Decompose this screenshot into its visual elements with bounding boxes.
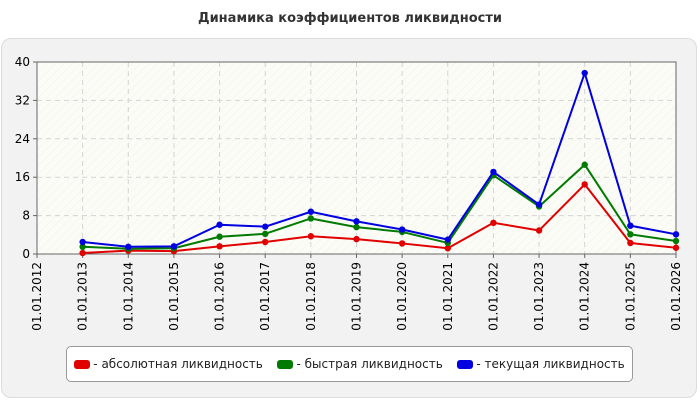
data-point bbox=[353, 218, 360, 225]
legend-swatch bbox=[457, 359, 474, 369]
data-point bbox=[353, 223, 360, 231]
data-point bbox=[581, 161, 588, 168]
y-tick-label: 32 bbox=[15, 93, 30, 107]
x-tick-label: 01.01.2024 bbox=[578, 262, 592, 331]
series-line bbox=[82, 183, 677, 255]
data-point bbox=[307, 208, 315, 215]
legend-item: - быстрая ликвидность bbox=[277, 357, 443, 371]
data-point bbox=[307, 233, 315, 240]
data-point bbox=[216, 221, 223, 228]
x-tick-label: 01.01.2016 bbox=[213, 262, 227, 331]
x-tick-label: 01.01.2023 bbox=[532, 262, 546, 331]
x-tick-label: 01.01.2012 bbox=[30, 262, 44, 331]
x-tick-label: 01.01.2015 bbox=[167, 262, 181, 331]
y-tick-label: 0 bbox=[22, 247, 30, 261]
data-point bbox=[79, 249, 86, 257]
data-point bbox=[627, 231, 634, 238]
x-tick-label: 01.01.2019 bbox=[350, 262, 364, 331]
data-point bbox=[125, 243, 132, 250]
data-point bbox=[581, 181, 588, 188]
legend-swatch bbox=[74, 359, 91, 369]
data-point bbox=[262, 238, 269, 246]
legend-swatch bbox=[277, 359, 294, 369]
y-tick-label: 8 bbox=[22, 209, 30, 223]
data-point bbox=[490, 168, 497, 176]
data-point bbox=[672, 244, 680, 251]
x-tick-label: 01.01.2021 bbox=[441, 262, 455, 331]
data-point bbox=[444, 236, 451, 243]
legend-label: - текущая ликвидность bbox=[476, 357, 625, 371]
data-point bbox=[170, 243, 178, 250]
data-point bbox=[79, 238, 86, 246]
legend-label: - быстрая ликвидность bbox=[296, 357, 443, 371]
data-point bbox=[79, 243, 86, 250]
data-point bbox=[398, 226, 406, 233]
data-point bbox=[535, 227, 543, 234]
data-point bbox=[398, 240, 406, 247]
data-point bbox=[627, 222, 634, 229]
x-tick-label: 01.01.2013 bbox=[76, 262, 90, 331]
data-point bbox=[307, 215, 315, 222]
data-point bbox=[216, 233, 223, 240]
data-point bbox=[490, 219, 497, 226]
x-tick-label: 01.01.2017 bbox=[258, 262, 272, 331]
data-point bbox=[672, 231, 680, 238]
data-point bbox=[444, 245, 451, 252]
data-point bbox=[672, 237, 680, 245]
series-line bbox=[82, 163, 677, 250]
data-point bbox=[262, 223, 269, 230]
x-tick-label: 01.01.2018 bbox=[304, 262, 318, 331]
x-tick-label: 01.01.2025 bbox=[623, 262, 637, 331]
x-tick-label: 01.01.2014 bbox=[121, 262, 135, 331]
y-tick-label: 40 bbox=[15, 55, 30, 69]
data-point bbox=[262, 230, 269, 238]
legend-label: - абсолютная ликвидность bbox=[93, 357, 263, 371]
data-point bbox=[535, 201, 543, 208]
x-tick-label: 01.01.2026 bbox=[669, 262, 683, 331]
data-point bbox=[581, 69, 588, 77]
data-point bbox=[627, 239, 634, 247]
data-point bbox=[353, 235, 360, 243]
legend-item: - абсолютная ликвидность bbox=[74, 357, 263, 371]
y-tick-label: 16 bbox=[15, 170, 30, 184]
chart-legend: - абсолютная ликвидность - быстрая ликвид… bbox=[66, 346, 633, 382]
x-tick-label: 01.01.2020 bbox=[395, 262, 409, 331]
chart-title: Динамика коэффициентов ликвидности bbox=[198, 11, 502, 26]
data-point bbox=[216, 243, 223, 250]
legend-item: - текущая ликвидность bbox=[457, 357, 625, 371]
x-tick-label: 01.01.2022 bbox=[486, 262, 500, 331]
series-line bbox=[82, 72, 677, 248]
y-tick-label: 24 bbox=[15, 132, 30, 146]
